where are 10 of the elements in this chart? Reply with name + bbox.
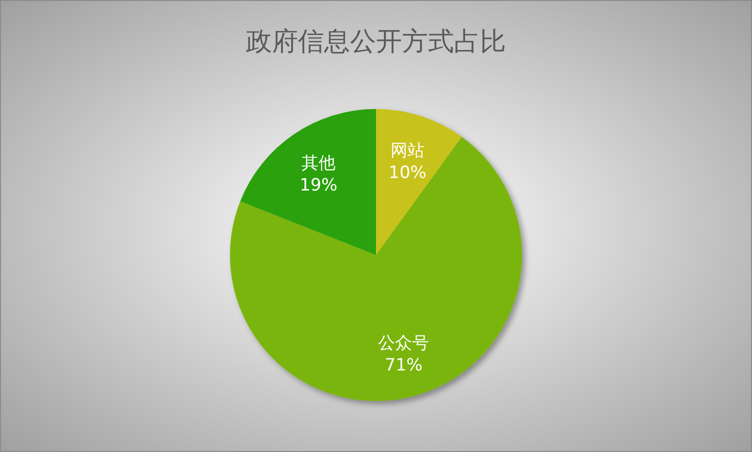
data-label: 10%	[388, 162, 426, 183]
data-label: 71%	[384, 355, 423, 376]
slice-label: 网站	[390, 140, 425, 161]
data-label: 19%	[300, 175, 338, 196]
pie-slice	[230, 136, 522, 401]
pie-slice	[376, 109, 462, 255]
slice-label: 公众号	[378, 333, 430, 354]
chart-title: 政府信息公开方式占比	[246, 27, 506, 57]
pie-slice	[240, 109, 376, 255]
slice-label: 其他	[302, 153, 336, 174]
